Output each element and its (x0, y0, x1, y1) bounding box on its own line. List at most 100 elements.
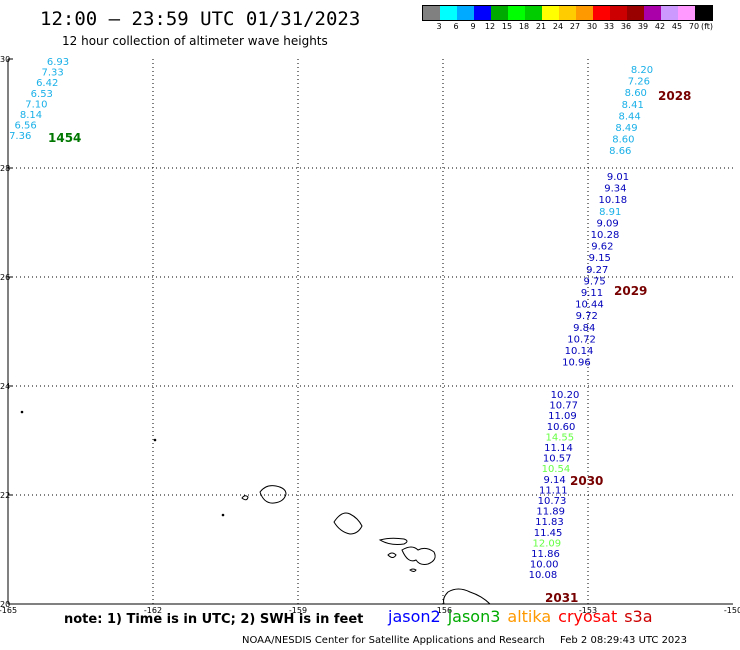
lon-tick-label: -153 (579, 606, 597, 615)
wave-height-value: 8.44 (618, 111, 640, 122)
wave-height-value: 7.36 (9, 131, 31, 142)
legend-cryosat: cryosat (558, 607, 618, 626)
wave-height-value: 10.60 (547, 422, 576, 433)
legend-jason2: jason2 (388, 607, 441, 626)
colorbar-swatch (525, 6, 542, 20)
satellite-legend: jason2 jason3 altika cryosat s3a (388, 607, 660, 626)
wave-height-value: 10.77 (549, 401, 578, 412)
island-kauai (259, 485, 287, 504)
colorbar-label: 6 (453, 22, 459, 31)
colorbar-swatch (661, 6, 678, 20)
generated-timestamp: Feb 2 08:29:43 UTC 2023 (560, 635, 688, 646)
wave-height-value: 11.86 (531, 549, 560, 560)
wave-height-value: 8.66 (609, 146, 631, 157)
pass-time-label: 2030 (570, 474, 603, 488)
track-pass: 10.2010.7711.0910.6014.5511.1410.5710.54… (529, 390, 604, 581)
lat-tick-label: 26 (0, 273, 10, 282)
wave-height-value: 6.93 (47, 57, 69, 68)
wave-height-value: 9.27 (586, 265, 608, 276)
wave-height-value: 10.20 (551, 390, 580, 401)
colorbar-label: 33 (603, 22, 615, 31)
colorbar-label: 9 (470, 22, 476, 31)
wave-height-value: 10.57 (543, 454, 572, 465)
colorbar-label: 18 (518, 22, 530, 31)
wave-height-value: 7.33 (41, 68, 63, 79)
colorbar-swatch (610, 6, 627, 20)
wave-height-value: 11.45 (534, 528, 563, 539)
colorbar-swatch (559, 6, 576, 20)
wave-height-value: 9.15 (589, 253, 611, 264)
units-note: note: 1) Time is in UTC; 2) SWH is in fe… (64, 612, 364, 627)
colorbar-label: 15 (501, 22, 513, 31)
lat-tick-label: 24 (0, 382, 10, 391)
legend-jason3: jason3 (447, 607, 501, 626)
track-pass: 9.019.3410.188.919.0910.289.629.159.279.… (562, 172, 647, 369)
colorbar-swatch (542, 6, 559, 20)
islet-1 (20, 410, 24, 414)
islet-2 (153, 438, 157, 442)
colorbar-swatch (491, 6, 508, 20)
wave-height-value: 6.56 (14, 121, 36, 132)
lat-tick-label: 28 (0, 164, 10, 173)
hawaii-islands (20, 410, 492, 605)
wave-height-value: 9.34 (604, 184, 626, 195)
map-subtitle: 12 hour collection of altimeter wave hei… (62, 34, 328, 48)
wave-height-value: 10.54 (542, 464, 571, 475)
island-lanai (387, 552, 397, 558)
wave-height-value: 9.09 (596, 218, 618, 229)
wave-height-value: 10.44 (575, 300, 604, 311)
island-kahoolawe (409, 568, 417, 572)
colorbar-swatch (678, 6, 695, 20)
colorbar-label: 70 (688, 22, 700, 31)
wave-height-value: 11.83 (535, 517, 564, 528)
wave-height-value: 10.28 (591, 230, 620, 241)
wave-height-colorbar (422, 5, 713, 21)
island-molokai (378, 537, 408, 545)
lon-tick-label: -159 (289, 606, 307, 615)
lat-tick-label: 20 (0, 600, 10, 609)
wave-height-value: 10.14 (565, 346, 594, 357)
legend-s3a: s3a (624, 607, 653, 626)
lon-tick-label: -156 (434, 606, 452, 615)
colorbar-swatch (423, 6, 440, 20)
wave-height-value: 10.18 (598, 195, 627, 206)
lon-tick-label: -162 (144, 606, 162, 615)
wave-height-value: 11.09 (548, 411, 577, 422)
wave-height-value: 9.01 (607, 172, 629, 183)
wave-height-value: 11.11 (539, 485, 568, 496)
colorbar-label: 30 (586, 22, 598, 31)
colorbar-swatch (695, 6, 712, 20)
wave-height-value: 7.26 (628, 77, 650, 88)
colorbar-swatch (593, 6, 610, 20)
wave-height-value: 9.75 (583, 276, 605, 287)
colorbar-swatch (440, 6, 457, 20)
colorbar-label: 12 (484, 22, 496, 31)
wave-height-value: 14.55 (545, 432, 574, 443)
colorbar-label: 42 (654, 22, 666, 31)
wave-height-value: 6.53 (31, 89, 53, 100)
wave-height-value: 9.62 (591, 242, 613, 253)
colorbar-label: 36 (620, 22, 632, 31)
wave-height-value: 8.60 (612, 135, 634, 146)
colorbar-swatch (457, 6, 474, 20)
wave-height-value: 9.14 (543, 475, 565, 486)
lat-tick-label: 22 (0, 491, 10, 500)
wave-height-value: 8.49 (615, 123, 637, 134)
pass-time-label: 2029 (614, 284, 647, 298)
colorbar-label: 21 (535, 22, 547, 31)
wave-height-value: 8.20 (631, 65, 653, 76)
colorbar-swatch (627, 6, 644, 20)
colorbar-swatch (644, 6, 661, 20)
colorbar-label: 27 (569, 22, 581, 31)
altimeter-tracks: 6.937.336.426.537.108.146.567.36 1454 8.20… (9, 57, 691, 605)
pass-time-label: 2031 (545, 591, 578, 605)
track-pass: 6.937.336.426.537.108.146.567.36 1454 (9, 57, 81, 145)
islet-3 (221, 513, 225, 517)
lon-tick-label: -165 (0, 606, 17, 615)
wave-height-value: 6.42 (36, 78, 58, 89)
colorbar-label: 39 (637, 22, 649, 31)
island-niihau (241, 495, 249, 501)
credit-line: NOAA/NESDIS Center for Satellite Applica… (242, 635, 687, 646)
